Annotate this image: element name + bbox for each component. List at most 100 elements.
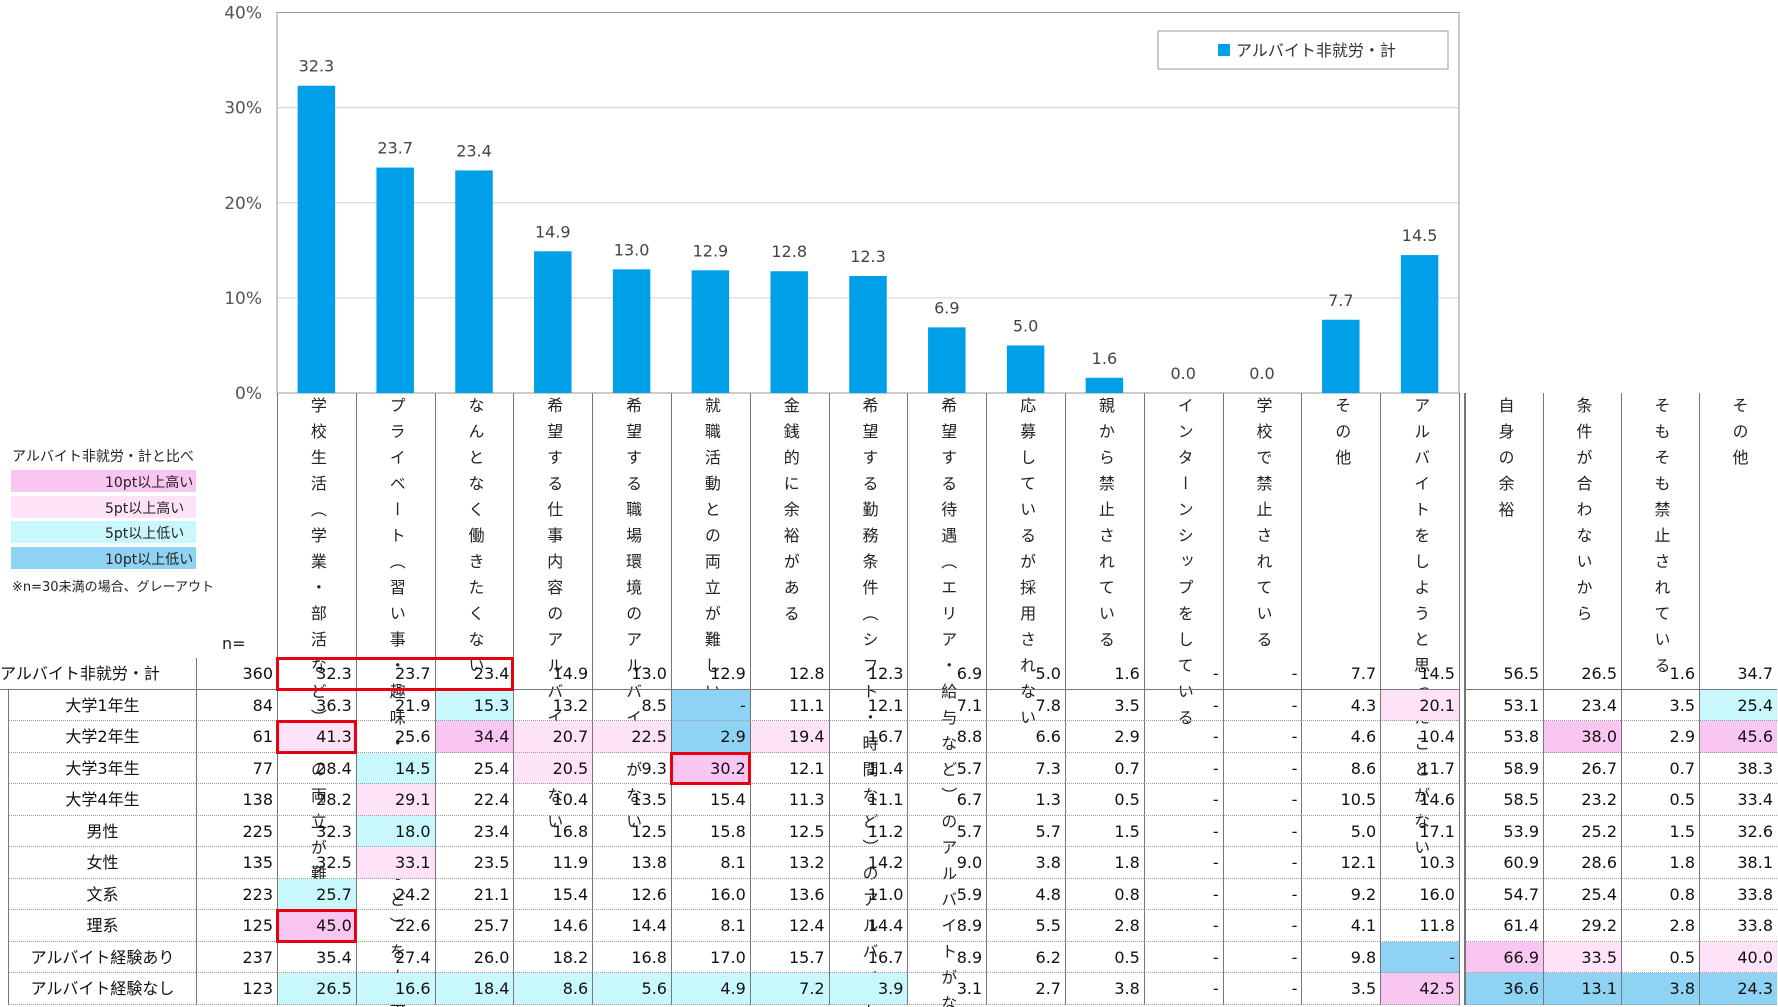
table-cell: 0.7 [1065,752,1144,784]
table-cell: 16.7 [828,941,908,973]
table-cell: 12.1 [749,752,829,784]
table-cell: 28.2 [277,784,356,816]
column-header: プライベート（習い事・趣味・社会活動など）を大事にしたい [355,393,435,1007]
value-label: 7.7 [1328,291,1353,310]
table-cell: 1.5 [1621,815,1699,847]
row-label: 大学3年生 [8,752,196,784]
n-cell: 61 [196,721,277,753]
table-cell: - [1222,721,1302,753]
bar [612,269,651,393]
table-cell: 29.1 [355,784,435,816]
key-label: 5pt以上低い [105,526,185,542]
row-label: アルバイト経験なし [8,973,196,1005]
table-cell: 8.9 [907,910,987,942]
table-cell: 4.8 [986,878,1065,910]
table-cell: - [1143,752,1223,784]
bar [1322,319,1360,393]
key-label: 10pt以上高い [105,475,194,491]
value-label: 14.5 [1402,226,1438,245]
table-cell: 23.5 [434,847,514,879]
column-header: その他 [1301,393,1380,658]
n-cell: 84 [196,689,277,721]
column-header-text: アルバイトをしようと思ったことがない [1411,397,1431,865]
table-cell: 25.7 [434,910,514,942]
table-cell: 15.7 [749,941,829,973]
table-cell: 11.1 [749,689,829,721]
table-cell: 32.5 [277,847,356,879]
column-header-text: 学校で禁止されている [1253,397,1273,657]
table-cell: 11.3 [749,784,829,816]
table-cell: 15.3 [434,689,514,721]
table-cell: 11.1 [828,784,908,816]
row-label: 大学2年生 [8,721,196,753]
table-cell: 6.9 [907,658,987,690]
value-label: 23.4 [456,141,492,160]
table-cell: 5.9 [907,878,987,910]
table-cell: 58.9 [1465,752,1543,784]
table-cell: 20.7 [513,721,593,753]
column-header: なんとなく働きたくない [434,393,514,683]
table-cell: 13.5 [592,784,671,816]
table-cell: 25.6 [355,721,435,753]
column-header: その他 [1699,393,1777,658]
y-tick-label: 0% [235,384,262,404]
table-cell: 13.2 [513,689,593,721]
table-cell: 12.5 [749,815,829,847]
key-swatch [11,495,196,518]
table-cell: 3.9 [828,973,908,1005]
n-cell: 223 [196,878,277,910]
table-cell: 25.4 [434,752,514,784]
column-header-text: 希望する職場環境のアルバイトがない [623,397,643,839]
table-cell: 6.2 [986,941,1065,973]
n-cell: 138 [196,784,277,816]
table-cell: 61.4 [1465,910,1543,942]
value-label: 23.7 [377,139,413,158]
table-cell: 18.2 [513,941,593,973]
table-cell: 34.7 [1699,658,1777,690]
column-header-text: 親から禁止されている [1095,397,1115,657]
table-cell: 5.7 [986,815,1065,847]
bar [376,167,414,393]
table-cell: 16.0 [671,878,750,910]
key-note: ※n=30未満の場合、グレーアウト [12,580,215,595]
table-divider [1459,393,1465,1005]
table-cell: 53.1 [1465,689,1543,721]
table-cell: 7.2 [749,973,829,1005]
column-header-text: その他 [1332,397,1352,475]
table-cell: - [671,689,750,721]
column-header-text: 希望する待遇（エリア・給与など）のアルバイトがない [938,397,958,1007]
table-cell: 16.8 [513,815,593,847]
table-cell: 12.6 [592,878,671,910]
table-cell: 8.6 [513,973,593,1005]
table-cell: 14.4 [828,910,908,942]
bar [1085,377,1124,393]
table-cell: 4.6 [1301,721,1381,753]
table-cell: 11.7 [1380,752,1459,784]
n-cell: 360 [196,658,277,690]
table-cell: - [1222,784,1302,816]
table-cell: 5.5 [986,910,1065,942]
table-cell: 11.4 [828,752,908,784]
table-cell: 0.5 [1621,784,1699,816]
row-label: アルバイト非就労・計 [0,658,196,690]
table-cell: 3.1 [907,973,987,1005]
table-cell: 1.3 [986,784,1065,816]
table-cell: 11.2 [828,815,908,847]
key-title: アルバイト非就労・計と比べ [12,449,194,465]
legend-swatch [1218,44,1230,56]
table-cell: 26.7 [1543,752,1621,784]
table-cell: 9.8 [1301,941,1381,973]
table-cell: 58.5 [1465,784,1543,816]
table-cell: 3.5 [1621,689,1699,721]
table-cell: 23.4 [434,815,514,847]
table-cell: 33.5 [1543,941,1621,973]
table-cell: - [1143,847,1223,879]
table-cell: - [1222,973,1302,1005]
column-header-text: そもそも禁止されている [1651,397,1671,683]
table-cell: 12.4 [749,910,829,942]
table-cell: 8.1 [671,910,750,942]
table-cell: 29.2 [1543,910,1621,942]
column-header: 就職活動との両立が難しい [671,393,750,709]
table-cell: 33.1 [355,847,435,879]
table-cell: 41.3 [277,721,356,753]
